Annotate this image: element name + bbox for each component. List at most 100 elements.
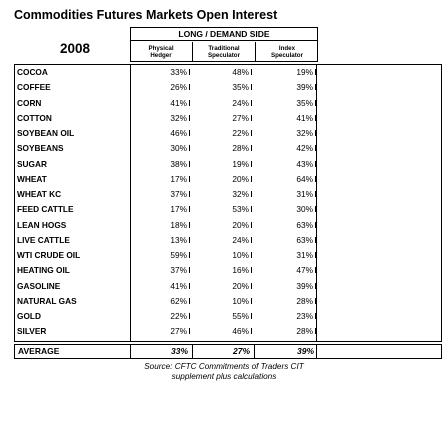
traditional-speculator-value: 24% <box>194 98 252 108</box>
average-index-speculator: 39% <box>296 346 314 356</box>
column-header-traditional-speculator: Traditional Speculator <box>193 42 256 61</box>
physical-hedger-value: 62% <box>132 296 190 306</box>
cell-tick <box>315 206 316 213</box>
average-row: AVERAGE 33% 27% 39% <box>14 344 442 359</box>
commodity-name: LEAN HOGS <box>17 219 67 230</box>
cell-tick <box>189 175 190 182</box>
column-header-index-speculator: Index Speculator <box>271 44 303 59</box>
traditional-speculator-value: 55% <box>194 311 252 321</box>
table-row: FEED CATTLE 17% 53% 30% <box>14 203 440 216</box>
index-speculator-value: 41% <box>258 113 316 123</box>
cell-tick <box>189 114 190 121</box>
table-row: COTTON 32% 27% 41% <box>14 112 440 125</box>
commodity-name: COTTON <box>17 112 52 123</box>
cell-tick <box>251 191 252 197</box>
table-row: SOYBEANS 30% 28% 42% <box>14 142 440 155</box>
column-header-box <box>130 41 318 62</box>
cell-tick <box>189 221 190 228</box>
cell-tick <box>315 328 316 335</box>
physical-hedger-value: 13% <box>132 235 190 245</box>
column-divider <box>316 64 317 342</box>
average-traditional-speculator: 27% <box>232 346 250 356</box>
index-speculator-value: 47% <box>258 265 316 275</box>
index-speculator-value: 19% <box>258 67 316 77</box>
index-speculator-value: 39% <box>258 281 316 291</box>
physical-hedger-value: 22% <box>132 311 190 321</box>
year-label: 2008 <box>60 41 91 56</box>
cell-tick <box>189 84 190 91</box>
cell-tick <box>315 221 316 228</box>
group-header: LONG / DEMAND SIDE <box>130 27 318 41</box>
table-row: LIVE CATTLE 13% 24% 63% <box>14 234 440 247</box>
cell-tick <box>315 130 316 136</box>
index-speculator-value: 43% <box>258 159 316 169</box>
cell-tick <box>251 175 252 182</box>
table-row: SILVER 27% 46% 28% <box>14 325 440 338</box>
cell-tick <box>315 160 316 167</box>
commodity-name: FEED CATTLE <box>17 204 74 215</box>
cell-tick <box>189 297 190 304</box>
physical-hedger-value: 38% <box>132 159 190 169</box>
table-row: WHEAT 17% 20% 64% <box>14 173 440 186</box>
cell-tick <box>251 84 252 91</box>
cell-tick <box>189 69 190 75</box>
index-speculator-value: 39% <box>258 82 316 92</box>
cell-tick <box>189 160 190 167</box>
cell-tick <box>251 69 252 75</box>
cell-tick <box>251 297 252 304</box>
cell-tick <box>189 313 190 319</box>
physical-hedger-value: 46% <box>132 128 190 138</box>
commodity-name: GOLD <box>17 311 41 321</box>
average-label: AVERAGE <box>18 346 60 356</box>
index-speculator-value: 30% <box>258 204 316 214</box>
commodity-name: WHEAT KC <box>17 189 62 199</box>
table-row: LEAN HOGS 18% 20% 63% <box>14 219 440 232</box>
commodity-name: LIVE CATTLE <box>17 234 70 245</box>
index-speculator-value: 23% <box>258 311 316 321</box>
cell-tick <box>251 145 252 152</box>
cell-tick <box>189 267 190 274</box>
chart-title: Commodities Futures Markets Open Interes… <box>14 8 278 22</box>
cell-tick <box>251 313 252 319</box>
cell-tick <box>315 267 316 274</box>
commodity-name: SILVER <box>17 326 47 337</box>
index-speculator-value: 35% <box>258 98 316 108</box>
physical-hedger-value: 41% <box>132 281 190 291</box>
index-speculator-value: 28% <box>258 296 316 306</box>
commodity-name: SOYBEAN OIL <box>17 128 75 138</box>
index-speculator-value: 31% <box>258 189 316 199</box>
column-divider <box>192 344 193 359</box>
table-row: GOLD 22% 55% 23% <box>14 310 440 323</box>
traditional-speculator-value: 10% <box>194 296 252 306</box>
cell-tick <box>251 267 252 274</box>
traditional-speculator-value: 32% <box>194 189 252 199</box>
cell-tick <box>251 130 252 136</box>
cell-tick <box>315 297 316 304</box>
physical-hedger-value: 37% <box>132 189 190 199</box>
table-row: SUGAR 38% 19% 43% <box>14 158 440 171</box>
table-row: COFFEE 26% 35% 39% <box>14 81 440 94</box>
cell-tick <box>315 145 316 152</box>
traditional-speculator-value: 20% <box>194 174 252 184</box>
physical-hedger-value: 41% <box>132 98 190 108</box>
table-row: SOYBEAN OIL 46% 22% 32% <box>14 127 440 140</box>
traditional-speculator-value: 48% <box>194 67 252 77</box>
cell-tick <box>189 99 190 106</box>
index-speculator-value: 64% <box>258 174 316 184</box>
table-row: WHEAT KC 37% 32% 31% <box>14 188 440 201</box>
cell-tick <box>251 114 252 121</box>
traditional-speculator-value: 53% <box>194 204 252 214</box>
commodity-name: NATURAL GAS <box>17 295 77 306</box>
index-speculator-value: 32% <box>258 128 316 138</box>
cell-tick <box>189 130 190 136</box>
table-row: HEATING OIL 37% 16% 47% <box>14 264 440 277</box>
table-row: CORN 41% 24% 35% <box>14 97 440 110</box>
cell-tick <box>189 236 190 243</box>
column-divider <box>130 64 131 342</box>
traditional-speculator-value: 27% <box>194 113 252 123</box>
commodity-name: GASOLINE <box>17 280 61 291</box>
column-divider <box>254 344 255 359</box>
cell-tick <box>189 191 190 197</box>
column-header-physical-hedger: Physical Hedger <box>130 42 193 61</box>
physical-hedger-value: 30% <box>132 143 190 153</box>
